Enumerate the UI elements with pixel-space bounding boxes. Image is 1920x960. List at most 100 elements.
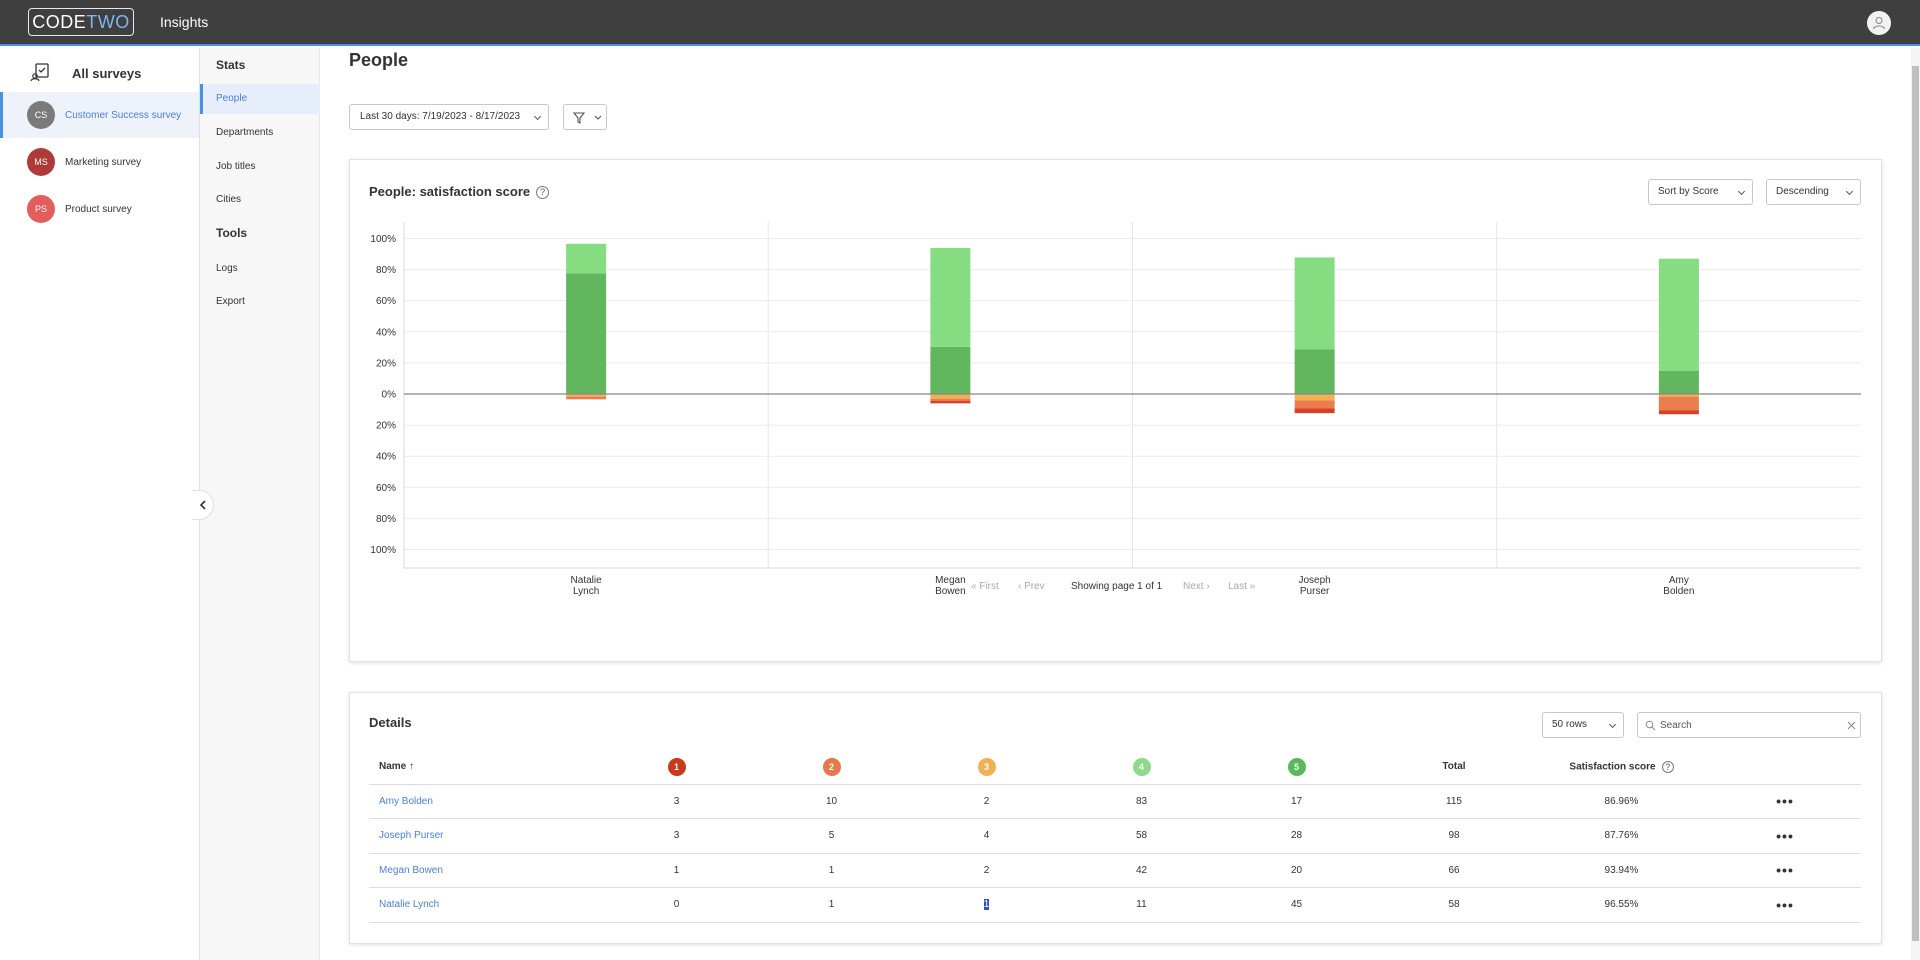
y-tick-label: 20% <box>376 358 396 369</box>
sort-by-select[interactable]: Sort by Score <box>1648 179 1753 205</box>
x-category-label: Amy <box>1669 575 1689 586</box>
person-link[interactable]: Megan Bowen <box>379 864 443 876</box>
nav-item-cities[interactable]: Cities <box>216 194 242 205</box>
rating-3-cell: 2 <box>909 784 1064 819</box>
survey-item-product[interactable]: PS Product survey <box>0 186 199 232</box>
search-box <box>1637 712 1861 738</box>
nav-item-export[interactable]: Export <box>216 296 245 307</box>
details-title: Details <box>369 715 412 730</box>
survey-item-label: Customer Success survey <box>65 109 182 121</box>
x-category-label: Bolden <box>1663 586 1694 597</box>
logo-text-code: CODE <box>32 12 87 32</box>
total-cell: 58 <box>1374 887 1534 923</box>
pager-info: Showing page 1 of 1 <box>1071 581 1163 592</box>
survey-item-label: Marketing survey <box>65 156 142 168</box>
nav-item-logs[interactable]: Logs <box>216 263 238 274</box>
y-tick-label: 40% <box>376 452 396 463</box>
chart-card <box>349 159 1882 662</box>
survey-item-customer-success[interactable]: CS Customer Success survey <box>0 92 199 138</box>
date-range-select[interactable]: Last 30 days: 7/19/2023 - 8/17/2023 <box>349 104 549 130</box>
rating-4-cell: 11 <box>1064 887 1219 923</box>
nav-heading-stats: Stats <box>216 58 246 72</box>
rating-4-cell: 83 <box>1064 784 1219 819</box>
name-cell: Joseph Purser <box>369 818 599 854</box>
actions-column-header <box>1709 750 1861 785</box>
rows-per-page-select[interactable]: 50 rows <box>1542 712 1624 738</box>
bar-segment <box>1658 396 1699 411</box>
survey-avatar: PS <box>27 195 55 223</box>
help-icon[interactable]: ? <box>1661 760 1674 773</box>
total-cell: 98 <box>1374 818 1534 854</box>
rating-2-cell: 1 <box>754 887 909 923</box>
person-link[interactable]: Amy Bolden <box>379 795 433 807</box>
name-cell: Amy Bolden <box>369 784 599 819</box>
codetwo-logo[interactable]: CODETWO <box>28 8 134 36</box>
search-input[interactable] <box>1660 717 1840 733</box>
score-cell: 86.96% <box>1534 784 1709 819</box>
user-avatar-icon[interactable] <box>1867 11 1891 35</box>
pager-first-label: First <box>979 581 999 592</box>
y-tick-label: 100% <box>370 545 396 556</box>
rating-3-cell: 2 <box>909 853 1064 888</box>
bar-segment <box>566 243 607 274</box>
rating-4-column-header[interactable]: 4 <box>1064 750 1219 785</box>
rating-5-column-header[interactable]: 5 <box>1219 750 1374 785</box>
rating-5-cell: 17 <box>1219 784 1374 819</box>
name-column-header[interactable]: Name ↑ <box>369 750 599 785</box>
nav-item-people[interactable]: People <box>200 84 320 114</box>
survey-avatar: CS <box>27 101 55 129</box>
score-column-header[interactable]: Satisfaction score? <box>1534 750 1709 785</box>
all-surveys-label: All surveys <box>72 66 142 81</box>
page-title: People <box>349 50 409 70</box>
rating-3-column-header[interactable]: 3 <box>909 750 1064 785</box>
x-category-label: Joseph <box>1299 575 1331 586</box>
pager-prev-button[interactable]: ‹ Prev <box>1018 581 1045 592</box>
table-row: Amy Bolden 3 10 2 83 17 115 86.96% ••• <box>369 784 1861 819</box>
nav-item-departments[interactable]: Departments <box>216 127 274 138</box>
x-category-label: Bowen <box>935 586 966 597</box>
bar-segment <box>566 394 607 397</box>
rows-per-page-value: 50 rows <box>1552 719 1588 730</box>
name-cell: Natalie Lynch <box>369 887 599 923</box>
more-options-icon[interactable]: ••• <box>1776 793 1794 810</box>
pager-last-button[interactable]: Last » <box>1228 581 1256 592</box>
rating-2-column-header[interactable]: 2 <box>754 750 909 785</box>
all-surveys-link[interactable]: All surveys <box>30 62 141 85</box>
more-options-icon[interactable]: ••• <box>1776 827 1794 844</box>
scrollbar-thumb[interactable] <box>1912 66 1919 941</box>
survey-avatar: MS <box>27 148 55 176</box>
more-options-icon[interactable]: ••• <box>1776 862 1794 879</box>
total-column-header[interactable]: Total <box>1374 750 1534 785</box>
x-category-label: Megan <box>935 575 966 586</box>
stats-nav: Stats People Departments Job titles Citi… <box>200 48 320 960</box>
bar-segment <box>930 346 971 394</box>
pager-next-button[interactable]: Next › <box>1183 581 1210 592</box>
filter-button[interactable] <box>563 104 607 130</box>
rating-1-cell: 1 <box>599 853 754 888</box>
bar-segment <box>1294 257 1335 350</box>
order-select[interactable]: Descending <box>1766 179 1861 205</box>
y-tick-label: 60% <box>376 296 396 307</box>
rating-1-column-header[interactable]: 1 <box>599 750 754 785</box>
person-link[interactable]: Natalie Lynch <box>379 899 440 911</box>
bar-segment <box>1658 258 1699 371</box>
person-link[interactable]: Joseph Purser <box>379 830 444 842</box>
more-options-icon[interactable]: ••• <box>1776 896 1794 913</box>
y-tick-label: 20% <box>376 421 396 432</box>
collapse-panel-button[interactable] <box>192 490 214 520</box>
actions-cell: ••• <box>1709 818 1861 854</box>
pager-first-button[interactable]: « First <box>971 581 999 592</box>
survey-item-marketing[interactable]: MS Marketing survey <box>0 139 199 185</box>
nav-item-job-titles[interactable]: Job titles <box>216 161 256 172</box>
y-tick-label: 80% <box>376 265 396 276</box>
nav-heading-tools: Tools <box>216 226 248 240</box>
rating-badge: 2 <box>822 757 841 776</box>
bar-segment <box>930 400 971 404</box>
date-range-value: Last 30 days: 7/19/2023 - 8/17/2023 <box>360 111 521 122</box>
bar-segment <box>1294 400 1335 409</box>
help-icon[interactable]: ? <box>536 186 550 200</box>
table-row: Joseph Purser 3 5 4 58 28 98 87.76% ••• <box>369 818 1861 854</box>
clear-search-icon[interactable] <box>1847 721 1856 730</box>
rating-4-cell: 42 <box>1064 853 1219 888</box>
x-category-label: Purser <box>1300 586 1330 597</box>
